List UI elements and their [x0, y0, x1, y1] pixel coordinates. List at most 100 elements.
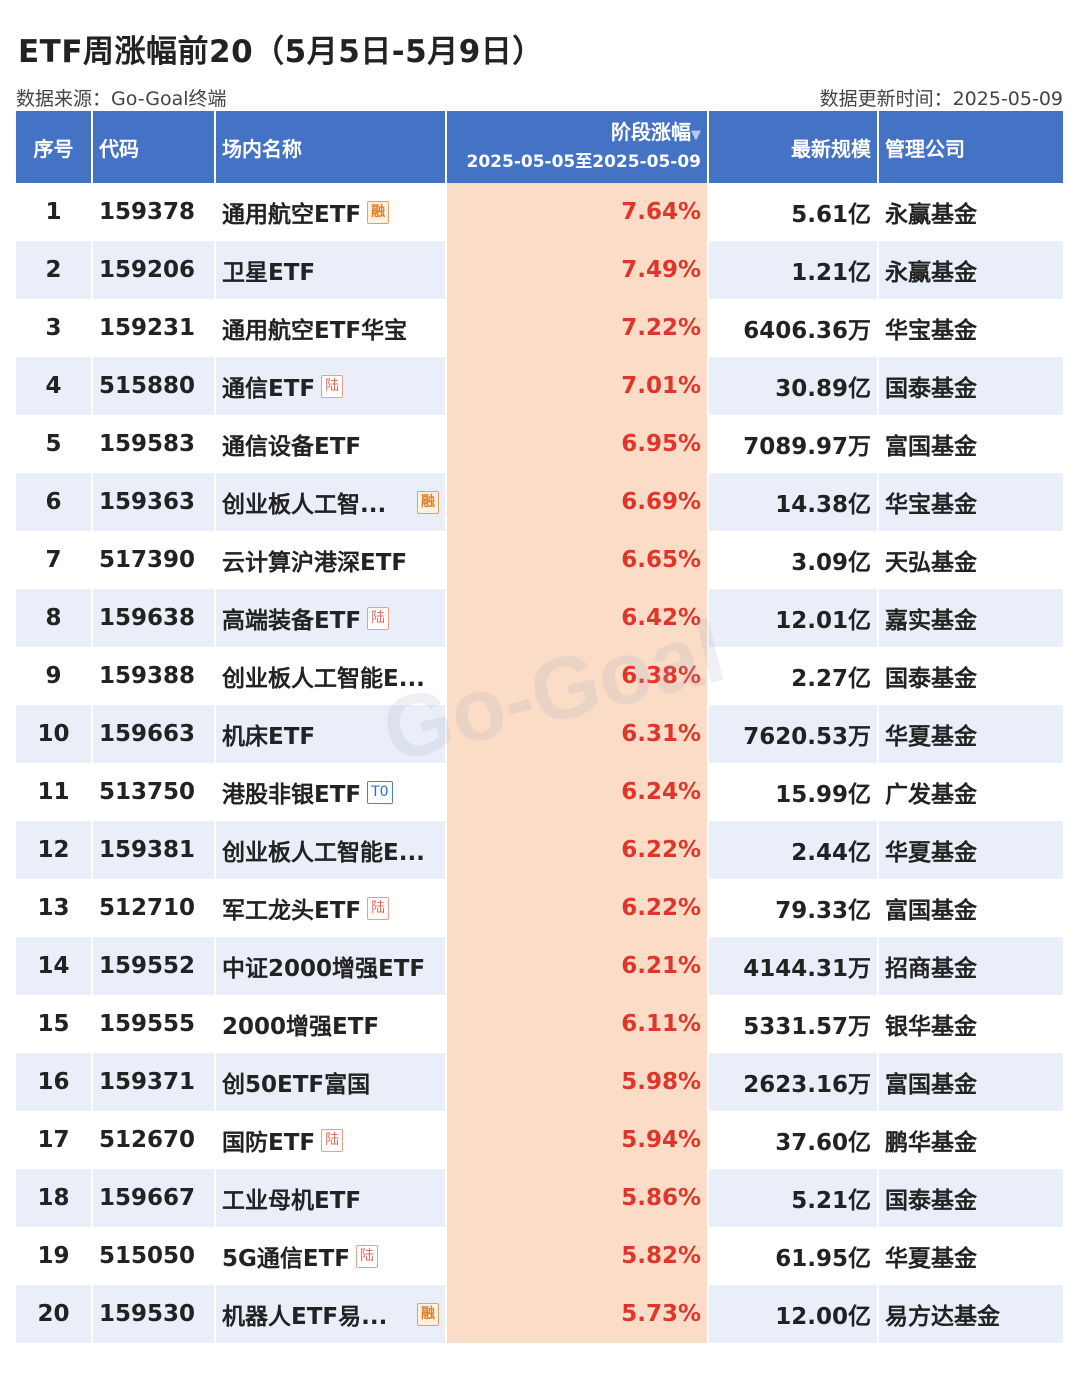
cell-no: 8: [16, 589, 93, 647]
cell-company: 鹏华基金: [878, 1111, 1063, 1169]
cell-code: 159663: [92, 705, 216, 763]
table-row[interactable]: 3 159231 通用航空ETF华宝 7.22% 6406.36万 华宝基金: [16, 299, 1063, 357]
cell-scale: 2623.16万: [708, 1053, 879, 1111]
cell-no: 12: [16, 821, 93, 879]
cell-name-text: 工业母机ETF: [222, 1188, 362, 1214]
cell-scale: 5.61亿: [708, 183, 879, 241]
cell-company: 易方达基金: [878, 1285, 1063, 1343]
cell-code: 159206: [92, 241, 216, 299]
table-row[interactable]: 13 512710 军工龙头ETF 陆 6.22% 79.33亿 富国基金: [16, 879, 1063, 937]
cell-no: 9: [16, 647, 93, 705]
cell-code: 159363: [92, 473, 216, 531]
header-change[interactable]: 阶段涨幅▼ 2025-05-05至2025-05-09: [446, 111, 709, 183]
page-title: ETF周涨幅前20（5月5日-5月9日）: [18, 34, 544, 70]
cell-change: 5.73%: [446, 1285, 709, 1343]
cell-code: 512710: [92, 879, 216, 937]
cell-company: 富国基金: [878, 415, 1063, 473]
cell-company: 国泰基金: [878, 357, 1063, 415]
table-row[interactable]: 10 159663 机床ETF 6.31% 7620.53万 华夏基金: [16, 705, 1063, 763]
cell-no: 15: [16, 995, 93, 1053]
cell-name-tag-badge: T0: [367, 780, 393, 804]
cell-company: 华宝基金: [878, 299, 1063, 357]
cell-scale: 7089.97万: [708, 415, 879, 473]
table-row[interactable]: 12 159381 创业板人工智能E... 6.22% 2.44亿 华夏基金: [16, 821, 1063, 879]
table-row[interactable]: 17 512670 国防ETF 陆 5.94% 37.60亿 鹏华基金: [16, 1111, 1063, 1169]
cell-name-text: 2000增强ETF: [222, 1014, 380, 1040]
cell-company: 富国基金: [878, 1053, 1063, 1111]
table-row[interactable]: 11 513750 港股非银ETF T0 6.24% 15.99亿 广发基金: [16, 763, 1063, 821]
header-name[interactable]: 场内名称: [215, 111, 447, 183]
cell-no: 14: [16, 937, 93, 995]
cell-code: 159231: [92, 299, 216, 357]
cell-name-text: 国防ETF: [222, 1130, 316, 1156]
cell-name-text: 高端装备ETF: [222, 608, 362, 634]
header-code[interactable]: 代码: [92, 111, 216, 183]
table-row[interactable]: 6 159363 创业板人工智... 融 6.69% 14.38亿 华宝基金: [16, 473, 1063, 531]
cell-change: 6.22%: [446, 879, 709, 937]
table-row[interactable]: 7 517390 云计算沪港深ETF 6.65% 3.09亿 天弘基金: [16, 531, 1063, 589]
table-row[interactable]: 5 159583 通信设备ETF 6.95% 7089.97万 富国基金: [16, 415, 1063, 473]
cell-no: 13: [16, 879, 93, 937]
table-row[interactable]: 20 159530 机器人ETF易... 融 5.73% 12.00亿 易方达基金: [16, 1285, 1063, 1343]
cell-company: 富国基金: [878, 879, 1063, 937]
cell-name-text: 军工龙头ETF: [222, 898, 362, 924]
cell-code: 159555: [92, 995, 216, 1053]
cell-code: 159378: [92, 183, 216, 241]
header-no[interactable]: 序号: [16, 111, 93, 183]
cell-change: 6.38%: [446, 647, 709, 705]
table-row[interactable]: 15 159555 2000增强ETF 6.11% 5331.57万 银华基金: [16, 995, 1063, 1053]
cell-name-text: 5G通信ETF: [222, 1246, 350, 1272]
cell-change: 5.98%: [446, 1053, 709, 1111]
cell-name-text: 创业板人工智...: [222, 492, 387, 518]
cell-no: 2: [16, 241, 93, 299]
cell-company: 永赢基金: [878, 183, 1063, 241]
table-row[interactable]: 18 159667 工业母机ETF 5.86% 5.21亿 国泰基金: [16, 1169, 1063, 1227]
cell-change: 6.24%: [446, 763, 709, 821]
cell-no: 10: [16, 705, 93, 763]
cell-name: 云计算沪港深ETF: [215, 531, 447, 589]
cell-change: 6.69%: [446, 473, 709, 531]
cell-name-text: 机床ETF: [222, 724, 316, 750]
cell-name-tag-badge: 融: [367, 200, 390, 224]
cell-company: 招商基金: [878, 937, 1063, 995]
table-row[interactable]: 2 159206 卫星ETF 7.49% 1.21亿 永赢基金: [16, 241, 1063, 299]
cell-name-tag-badge: 融: [417, 490, 439, 514]
cell-change: 6.95%: [446, 415, 709, 473]
cell-scale: 30.89亿: [708, 357, 879, 415]
table-row[interactable]: 9 159388 创业板人工智能E... 6.38% 2.27亿 国泰基金: [16, 647, 1063, 705]
header-company[interactable]: 管理公司: [878, 111, 1063, 183]
cell-code: 159552: [92, 937, 216, 995]
sort-desc-icon[interactable]: ▼: [691, 128, 701, 143]
cell-change: 7.01%: [446, 357, 709, 415]
table-row[interactable]: 19 515050 5G通信ETF 陆 5.82% 61.95亿 华夏基金: [16, 1227, 1063, 1285]
table-row[interactable]: 1 159378 通用航空ETF 融 7.64% 5.61亿 永赢基金: [16, 183, 1063, 241]
table-row[interactable]: 16 159371 创50ETF富国 5.98% 2623.16万 富国基金: [16, 1053, 1063, 1111]
table-row[interactable]: 4 515880 通信ETF 陆 7.01% 30.89亿 国泰基金: [16, 357, 1063, 415]
cell-scale: 6406.36万: [708, 299, 879, 357]
cell-scale: 4144.31万: [708, 937, 879, 995]
cell-name-tag-badge: 融: [417, 1302, 439, 1326]
cell-change: 5.82%: [446, 1227, 709, 1285]
cell-name: 创业板人工智能E...: [215, 647, 447, 705]
cell-no: 4: [16, 357, 93, 415]
cell-name: 国防ETF 陆: [215, 1111, 447, 1169]
table-row[interactable]: 8 159638 高端装备ETF 陆 6.42% 12.01亿 嘉实基金: [16, 589, 1063, 647]
cell-no: 19: [16, 1227, 93, 1285]
cell-no: 7: [16, 531, 93, 589]
cell-no: 20: [16, 1285, 93, 1343]
header-scale[interactable]: 最新规模: [708, 111, 879, 183]
cell-name: 军工龙头ETF 陆: [215, 879, 447, 937]
cell-name-text: 创业板人工智能E...: [222, 840, 425, 866]
cell-scale: 15.99亿: [708, 763, 879, 821]
cell-scale: 12.01亿: [708, 589, 879, 647]
table-row[interactable]: 14 159552 中证2000增强ETF 6.21% 4144.31万 招商基金: [16, 937, 1063, 995]
cell-no: 17: [16, 1111, 93, 1169]
cell-code: 159371: [92, 1053, 216, 1111]
cell-change: 6.31%: [446, 705, 709, 763]
cell-name-tag-badge: 陆: [367, 896, 390, 920]
cell-name: 5G通信ETF 陆: [215, 1227, 447, 1285]
cell-scale: 2.44亿: [708, 821, 879, 879]
cell-name: 创业板人工智... 融: [215, 473, 447, 531]
cell-name: 通用航空ETF 融: [215, 183, 447, 241]
cell-change: 7.22%: [446, 299, 709, 357]
